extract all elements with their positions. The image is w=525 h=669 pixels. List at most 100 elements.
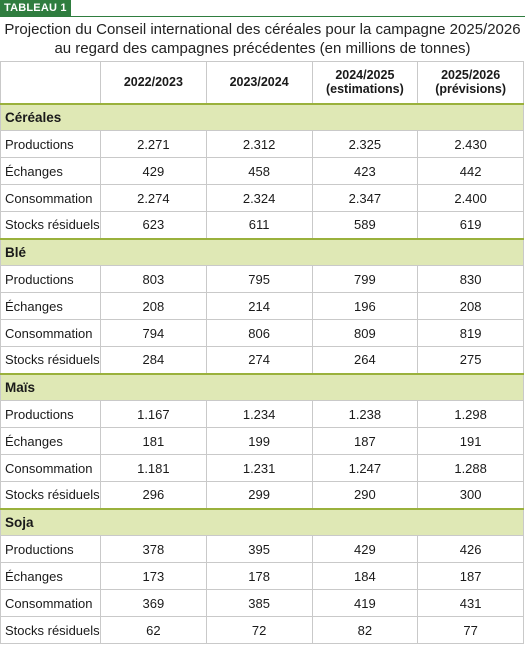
- value-cell: 429: [100, 157, 207, 185]
- table-tag: TABLEAU 1: [0, 0, 71, 16]
- row-label: Échanges: [0, 292, 101, 320]
- table-row: Productions 2.271 2.312 2.325 2.430: [0, 130, 524, 158]
- value-cell: 77: [417, 616, 524, 644]
- column-header-line2: (estimations): [325, 82, 404, 97]
- section-row: Soja: [0, 507, 524, 536]
- row-label: Stocks résiduels: [0, 616, 101, 644]
- row-label: Consommation: [0, 319, 101, 347]
- value-cell: 196: [311, 292, 419, 320]
- section-name: Maïs: [0, 372, 524, 401]
- value-cell: 369: [100, 589, 207, 617]
- value-cell: 819: [417, 319, 524, 347]
- table-row: Échanges 208 214 196 208: [0, 292, 524, 320]
- value-cell: 419: [311, 589, 419, 617]
- value-cell: 378: [100, 535, 207, 563]
- value-cell: 1.234: [205, 400, 313, 428]
- value-cell: 611: [205, 211, 313, 239]
- column-header-line2: (prévisions): [435, 82, 507, 97]
- column-header: 2022/2023: [100, 61, 207, 104]
- value-cell: 830: [417, 265, 524, 293]
- value-cell: 589: [311, 211, 419, 239]
- title-line-2: au regard des campagnes précédentes (en …: [54, 40, 471, 57]
- table-row: Productions 1.167 1.234 1.238 1.298: [0, 400, 524, 428]
- value-cell: 264: [311, 346, 419, 374]
- row-label: Stocks résiduels: [0, 211, 101, 239]
- value-cell: 290: [311, 481, 419, 509]
- tag-rule: [0, 16, 525, 17]
- row-label: Productions: [0, 400, 101, 428]
- row-label: Échanges: [0, 427, 101, 455]
- value-cell: 178: [205, 562, 313, 590]
- value-cell: 2.430: [417, 130, 524, 158]
- value-cell: 458: [205, 157, 313, 185]
- section-name: Soja: [0, 507, 524, 536]
- projection-table: 2022/2023 2023/2024 2024/2025 (estimatio…: [0, 61, 524, 644]
- table-body: Céréales Productions 2.271 2.312 2.325 2.430 É…: [0, 102, 524, 644]
- value-cell: 208: [100, 292, 207, 320]
- value-cell: 794: [100, 319, 207, 347]
- value-cell: 2.324: [205, 184, 313, 212]
- value-cell: 2.347: [311, 184, 419, 212]
- section-name: Céréales: [0, 102, 524, 131]
- value-cell: 442: [417, 157, 524, 185]
- value-cell: 1.298: [417, 400, 524, 428]
- table-row: Échanges 173 178 184 187: [0, 562, 524, 590]
- column-header: 2023/2024: [205, 61, 313, 104]
- table-row: Stocks résiduels 296 299 290 300: [0, 481, 524, 509]
- value-cell: 623: [100, 211, 207, 239]
- value-cell: 187: [417, 562, 524, 590]
- row-label: Consommation: [0, 589, 101, 617]
- value-cell: 795: [205, 265, 313, 293]
- value-cell: 2.312: [205, 130, 313, 158]
- value-cell: 619: [417, 211, 524, 239]
- value-cell: 803: [100, 265, 207, 293]
- title-line-1: Projection du Conseil international des …: [4, 21, 521, 38]
- table-row: Consommation 369 385 419 431: [0, 589, 524, 617]
- table-row: Stocks résiduels 284 274 264 275: [0, 346, 524, 374]
- value-cell: 184: [311, 562, 419, 590]
- value-cell: 173: [100, 562, 207, 590]
- table-row: Productions 378 395 429 426: [0, 535, 524, 563]
- value-cell: 214: [205, 292, 313, 320]
- section-name: Blé: [0, 237, 524, 266]
- table-row: Consommation 2.274 2.324 2.347 2.400: [0, 184, 524, 212]
- column-header-line1: 2024/2025: [335, 68, 395, 83]
- value-cell: 275: [417, 346, 524, 374]
- value-cell: 2.274: [100, 184, 207, 212]
- value-cell: 2.271: [100, 130, 207, 158]
- row-label: Productions: [0, 130, 101, 158]
- value-cell: 199: [205, 427, 313, 455]
- row-label: Productions: [0, 265, 101, 293]
- table-row: Échanges 181 199 187 191: [0, 427, 524, 455]
- value-cell: 2.325: [311, 130, 419, 158]
- row-label: Échanges: [0, 157, 101, 185]
- value-cell: 1.181: [100, 454, 207, 482]
- value-cell: 191: [417, 427, 524, 455]
- value-cell: 181: [100, 427, 207, 455]
- row-label: Stocks résiduels: [0, 346, 101, 374]
- column-header-line1: 2022/2023: [123, 75, 183, 90]
- value-cell: 1.231: [205, 454, 313, 482]
- value-cell: 1.247: [311, 454, 419, 482]
- value-cell: 809: [311, 319, 419, 347]
- value-cell: 187: [311, 427, 419, 455]
- row-label: Consommation: [0, 454, 101, 482]
- column-header-line1: 2025/2026: [441, 68, 501, 83]
- value-cell: 299: [205, 481, 313, 509]
- header-row: 2022/2023 2023/2024 2024/2025 (estimatio…: [0, 61, 524, 104]
- value-cell: 1.288: [417, 454, 524, 482]
- table-row: Productions 803 795 799 830: [0, 265, 524, 293]
- row-label: Productions: [0, 535, 101, 563]
- section-row: Céréales: [0, 102, 524, 131]
- value-cell: 1.167: [100, 400, 207, 428]
- value-cell: 799: [311, 265, 419, 293]
- table-row: Stocks résiduels 62 72 82 77: [0, 616, 524, 644]
- value-cell: 284: [100, 346, 207, 374]
- value-cell: 72: [205, 616, 313, 644]
- section-row: Maïs: [0, 372, 524, 401]
- value-cell: 426: [417, 535, 524, 563]
- value-cell: 208: [417, 292, 524, 320]
- column-header: 2025/2026 (prévisions): [417, 61, 524, 104]
- value-cell: 296: [100, 481, 207, 509]
- value-cell: 429: [311, 535, 419, 563]
